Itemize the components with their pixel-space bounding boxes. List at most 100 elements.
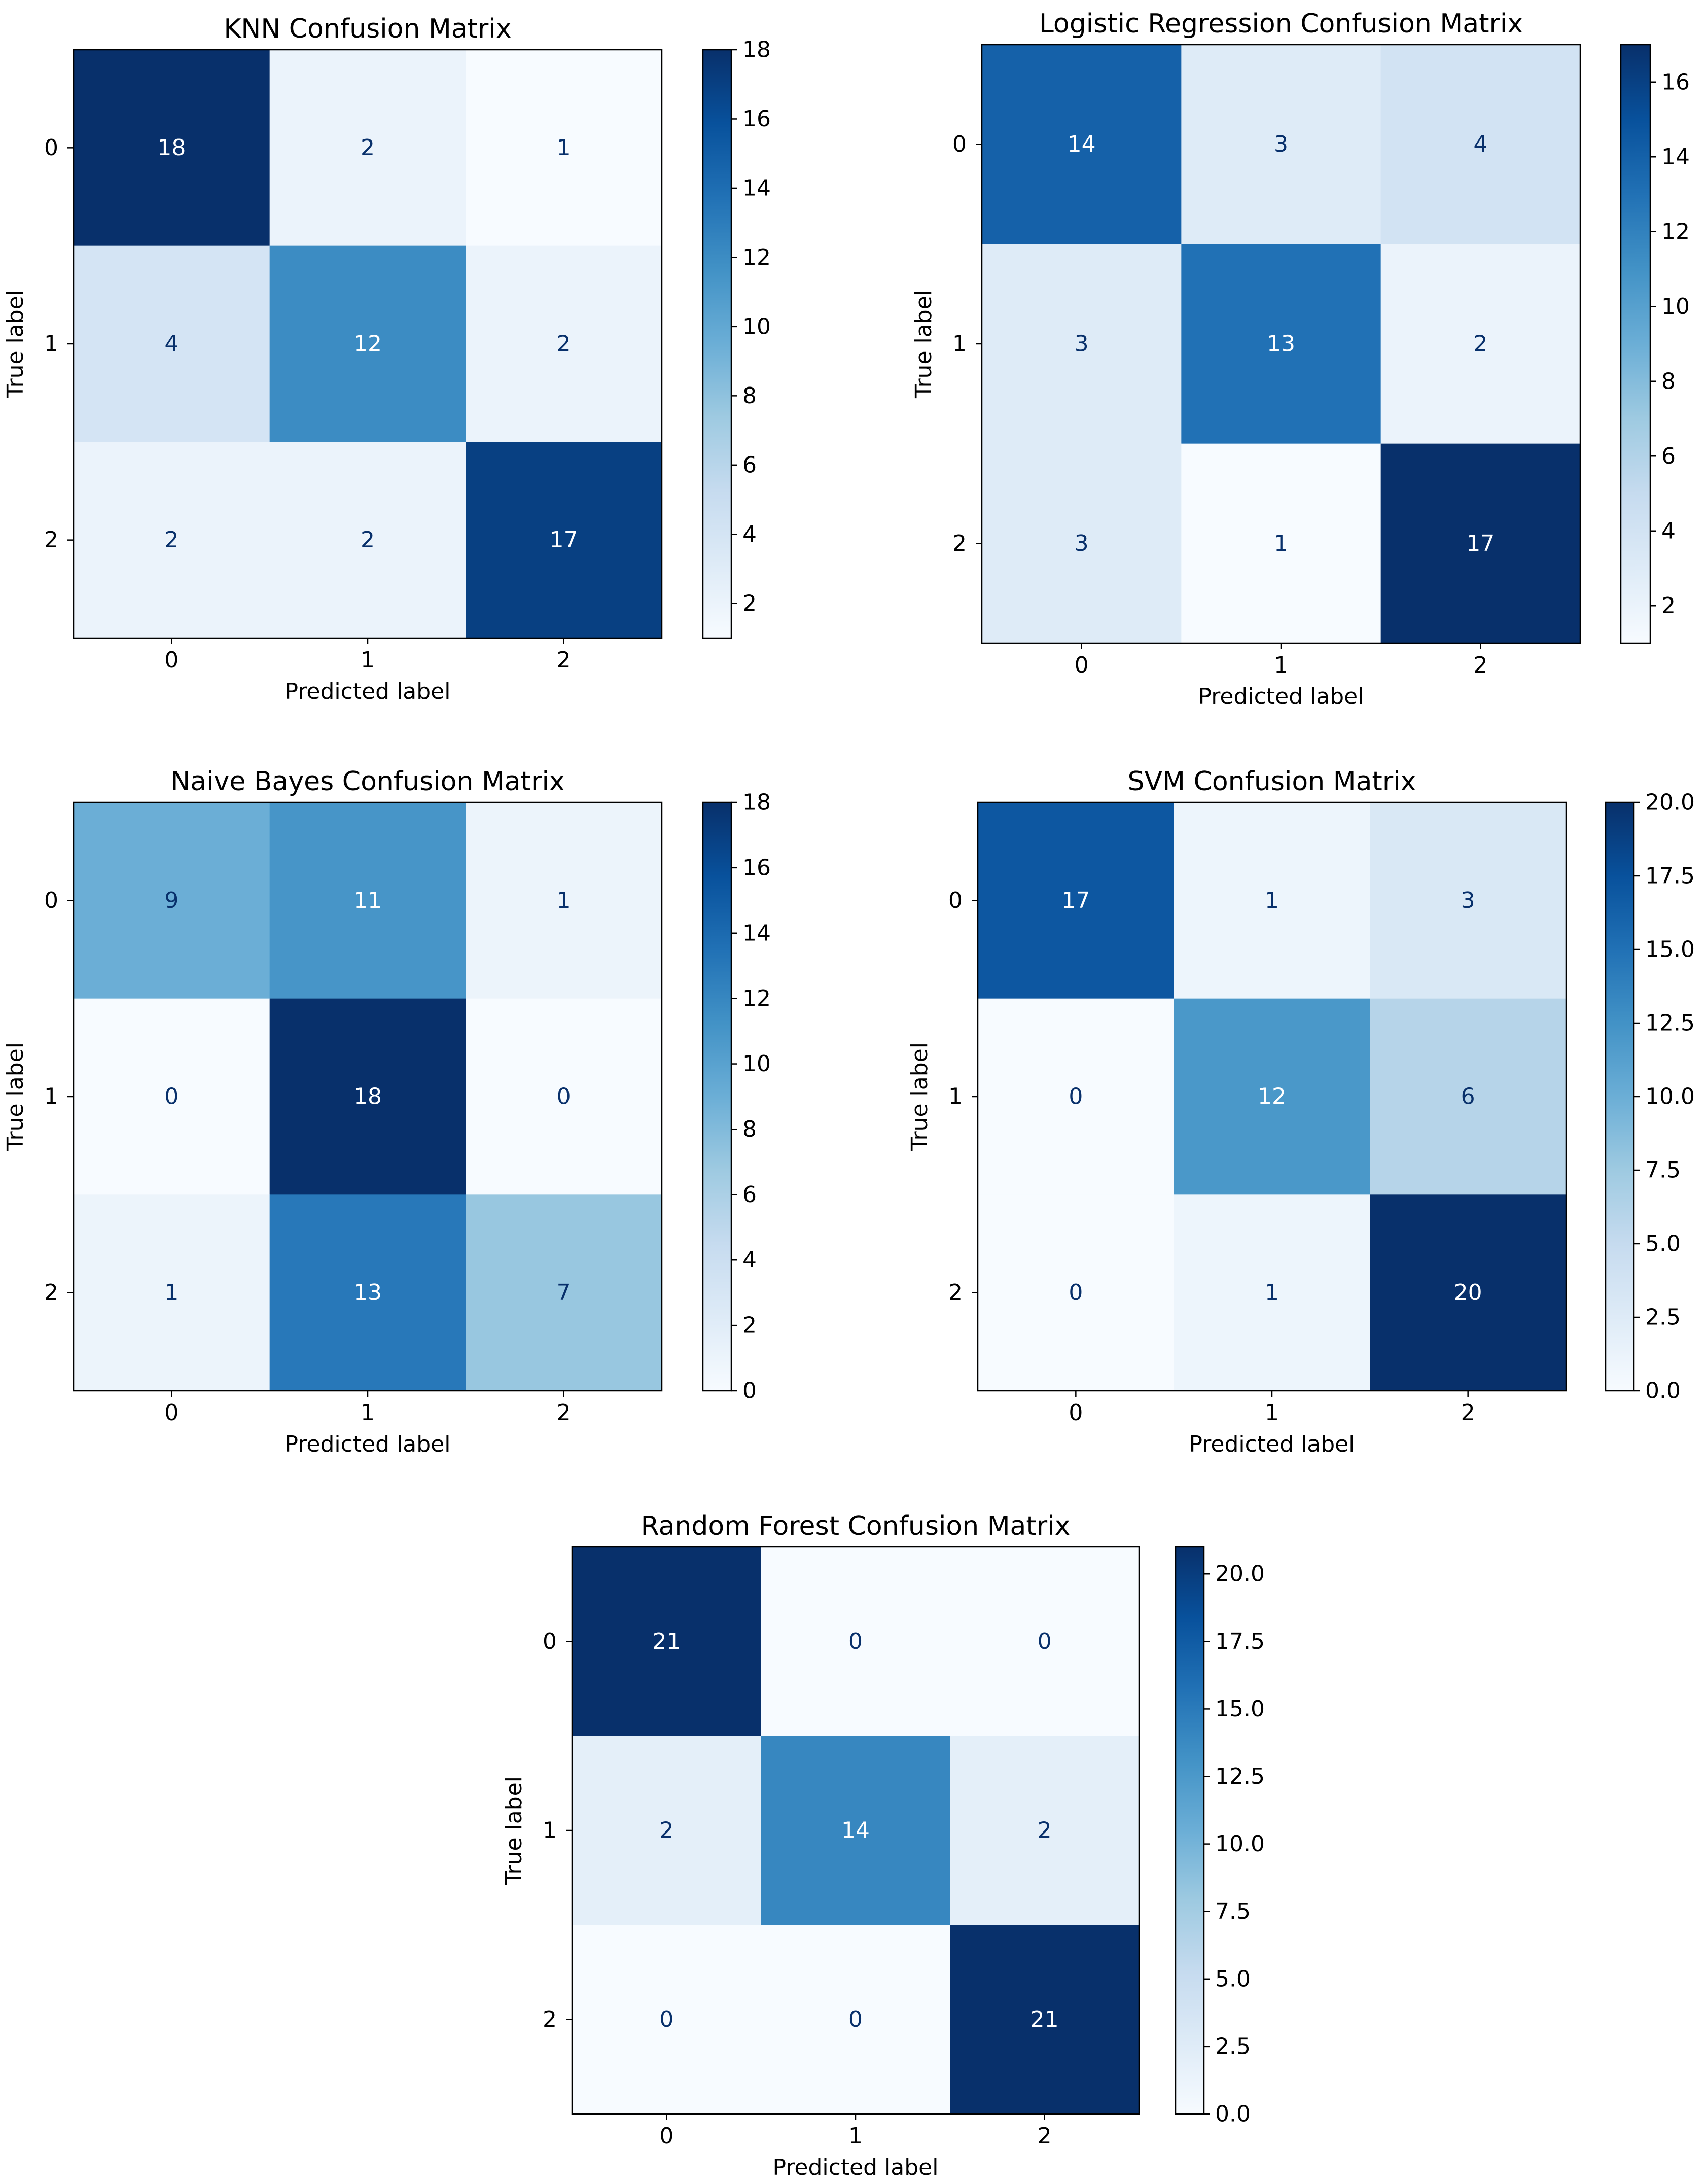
colorbar-tick-label: 8	[1661, 368, 1676, 394]
cell-value-r1-c2: 0	[557, 1084, 571, 1110]
cell-r0-c2	[950, 1547, 1140, 1737]
cell-value-r0-c2: 0	[1038, 1629, 1052, 1654]
x-axis-label: Predicted label	[285, 679, 451, 704]
cell-r0-c0	[982, 45, 1182, 244]
cell-r2-c2	[950, 1925, 1140, 2115]
x-tick-label: 2	[1038, 2123, 1052, 2149]
chart-title: Random Forest Confusion Matrix	[641, 1511, 1071, 1541]
cell-r1-c1	[761, 1736, 950, 1925]
cell-value-r1-c0: 0	[1069, 1084, 1083, 1110]
cell-value-r0-c1: 3	[1274, 131, 1288, 157]
colorbar-tick-label: 18	[742, 790, 771, 816]
cell-value-r0-c2: 1	[557, 135, 571, 161]
cell-value-r2-c2: 17	[1466, 531, 1495, 556]
colorbar-tick-label: 4	[742, 1247, 757, 1273]
colorbar-tick-label: 12	[1661, 219, 1690, 244]
y-tick-label: 2	[952, 531, 967, 556]
cell-r0-c2	[466, 802, 662, 999]
cell-value-r0-c0: 21	[652, 1629, 681, 1654]
cell-value-r2-c1: 1	[1274, 531, 1288, 556]
cell-value-r2-c1: 2	[361, 527, 375, 553]
cell-value-r1-c2: 6	[1461, 1084, 1475, 1110]
colorbar-tick-label: 10	[1661, 294, 1690, 320]
cell-r2-c0	[978, 1194, 1175, 1391]
cell-r2-c0	[982, 443, 1182, 644]
cell-value-r2-c1: 0	[848, 2006, 863, 2032]
cell-value-r1-c1: 18	[353, 1084, 382, 1110]
colorbar-tick-label: 6	[742, 452, 757, 478]
cell-r1-c0	[74, 245, 270, 442]
cell-value-r2-c0: 1	[164, 1280, 179, 1306]
cell-value-r0-c0: 14	[1068, 131, 1096, 157]
cell-value-r2-c0: 3	[1075, 531, 1089, 556]
cell-value-r2-c2: 21	[1030, 2006, 1059, 2032]
cell-r1-c2	[466, 998, 662, 1195]
cell-r2-c2	[1380, 443, 1581, 644]
cell-r2-c1	[1181, 443, 1381, 644]
cell-r0-c0	[74, 50, 270, 246]
cell-r1-c2	[1380, 244, 1581, 444]
cell-r1-c0	[982, 244, 1182, 444]
x-tick-label: 0	[1075, 652, 1089, 678]
x-axis-label: Predicted label	[1189, 1431, 1355, 1457]
cell-value-r0-c0: 17	[1061, 888, 1090, 913]
colorbar-tick-label: 14	[742, 175, 771, 201]
colorbar	[1620, 44, 1651, 644]
colorbar-tick-label: 5.0	[1215, 1966, 1251, 1992]
x-tick-label: 0	[659, 2123, 673, 2149]
chart-title: SVM Confusion Matrix	[1128, 766, 1416, 797]
colorbar-tick-label: 7.5	[1215, 1898, 1251, 1924]
cell-value-r0-c2: 4	[1473, 131, 1487, 157]
cell-r2-c0	[74, 1194, 270, 1391]
chart-title: KNN Confusion Matrix	[224, 14, 511, 44]
colorbar-tick-label: 10	[742, 1051, 771, 1077]
cell-value-r2-c0: 0	[1069, 1280, 1083, 1306]
cell-r1-c2	[466, 245, 662, 442]
cell-value-r1-c0: 3	[1075, 331, 1089, 357]
cell-value-r2-c0: 2	[164, 527, 179, 553]
cell-r2-c0	[74, 442, 270, 639]
cell-r0-c1	[761, 1547, 950, 1737]
colorbar	[1605, 801, 1635, 1392]
colorbar-tick-label: 2	[742, 1313, 757, 1338]
x-axis-label: Predicted label	[773, 2155, 939, 2180]
x-tick-label: 1	[1265, 1400, 1279, 1426]
x-tick-label: 0	[164, 1400, 179, 1426]
cell-value-r0-c0: 9	[164, 888, 179, 913]
colorbar-tick-label: 2	[742, 590, 757, 616]
cell-value-r0-c0: 18	[157, 135, 186, 161]
cell-value-r2-c0: 0	[659, 2006, 673, 2032]
x-tick-label: 1	[1274, 652, 1288, 678]
cell-r0-c1	[269, 802, 466, 999]
cell-r0-c1	[269, 50, 466, 246]
y-tick-label: 2	[948, 1280, 963, 1306]
cell-r0-c2	[1380, 45, 1581, 244]
y-tick-label: 2	[543, 2006, 557, 2032]
cell-value-r1-c1: 12	[1258, 1084, 1286, 1110]
cell-r2-c2	[466, 442, 662, 639]
cell-value-r1-c2: 2	[1473, 331, 1487, 357]
y-tick-label: 0	[948, 888, 963, 913]
cell-value-r0-c1: 2	[361, 135, 375, 161]
cell-r1-c0	[978, 998, 1175, 1195]
cell-r2-c2	[466, 1194, 662, 1391]
colorbar-tick-label: 20.0	[1645, 790, 1695, 816]
x-tick-label: 0	[1069, 1400, 1083, 1426]
x-tick-label: 1	[361, 1400, 375, 1426]
cell-r2-c1	[269, 1194, 466, 1391]
x-tick-label: 2	[557, 647, 571, 673]
cell-r1-c1	[1181, 244, 1381, 444]
colorbar-tick-label: 15.0	[1215, 1696, 1265, 1722]
y-axis-label: True label	[911, 290, 937, 399]
y-tick-label: 2	[44, 527, 58, 553]
cell-value-r0-c2: 3	[1461, 888, 1475, 913]
x-tick-label: 2	[1461, 1400, 1475, 1426]
y-tick-label: 0	[543, 1629, 557, 1654]
colorbar-tick-label: 20.0	[1215, 1561, 1265, 1587]
y-axis-label: True label	[3, 290, 28, 399]
cell-value-r1-c1: 14	[841, 1818, 870, 1844]
cell-value-r2-c2: 7	[557, 1280, 571, 1306]
